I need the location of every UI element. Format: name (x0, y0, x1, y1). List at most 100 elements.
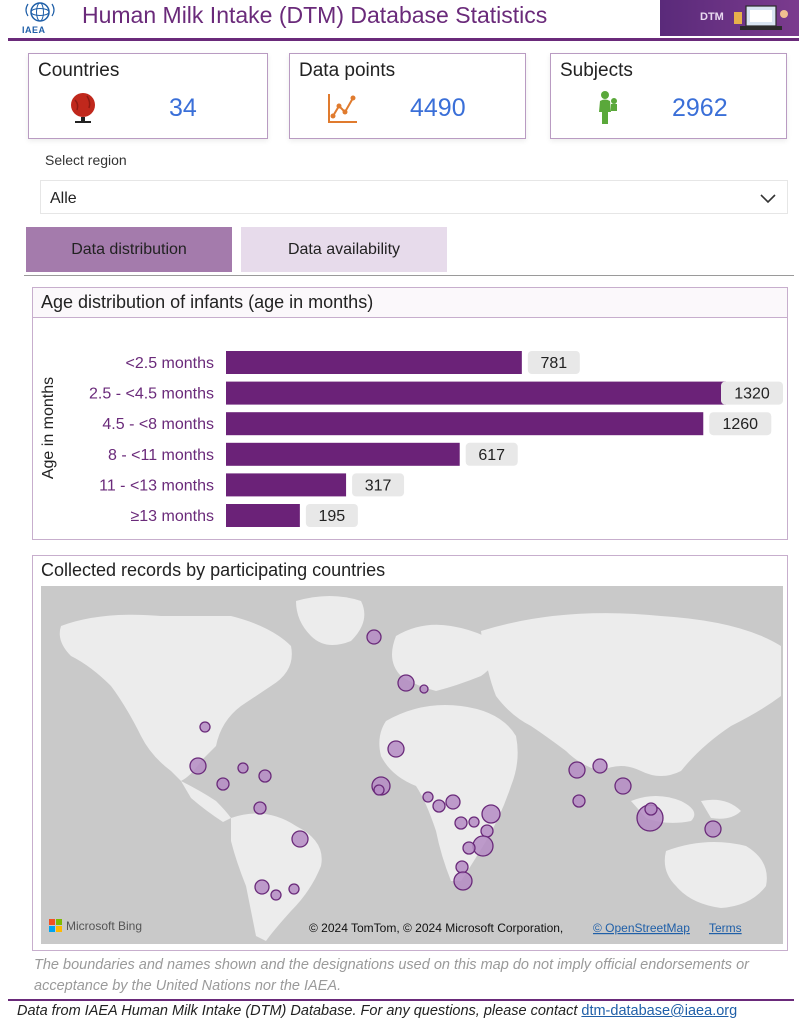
country-bubble[interactable] (366, 629, 382, 645)
map-panel: Collected records by participating count… (32, 555, 788, 951)
country-bubble[interactable] (704, 820, 722, 838)
kpi-card-data-points: Data points 4490 (289, 53, 526, 139)
iaea-logo: IAEA (18, 0, 62, 38)
data-label-background (527, 351, 580, 374)
y-axis-label: Age in months (40, 377, 57, 479)
country-bubble[interactable] (258, 769, 272, 783)
country-bubbles (189, 629, 722, 901)
region-select-label: Select region (45, 152, 127, 168)
line-chart-icon (328, 94, 357, 123)
country-bubble[interactable] (199, 721, 211, 733)
country-bubble[interactable] (462, 841, 476, 855)
country-bubble[interactable] (453, 871, 473, 891)
country-bubble[interactable] (572, 794, 586, 808)
category-label: 8 - <11 months (108, 447, 214, 464)
footer-text: Data from IAEA Human Milk Intake (DTM) D… (17, 1003, 582, 1019)
country-bubble[interactable] (422, 791, 434, 803)
country-bubble[interactable] (480, 824, 494, 838)
data-label: 781 (540, 355, 567, 372)
country-bubble[interactable] (454, 816, 468, 830)
kpi-label: Data points (299, 60, 396, 81)
country-bubble[interactable] (216, 777, 230, 791)
data-label-background (305, 504, 358, 527)
age-distribution-panel: Age distribution of infants (age in mont… (32, 287, 788, 540)
land-masses (59, 596, 781, 941)
kpi-value: 4490 (410, 94, 466, 122)
data-label-background (352, 473, 405, 497)
kpi-card-countries: Countries 34 (28, 53, 268, 139)
category-label: 11 - <13 months (99, 477, 214, 494)
country-bubble[interactable] (288, 883, 300, 895)
bar[interactable] (226, 504, 300, 527)
microsoft-bing-logo: Microsoft Bing (49, 919, 142, 933)
bar[interactable] (226, 412, 704, 436)
panel-title: Collected records by participating count… (41, 560, 386, 580)
kpi-label: Subjects (560, 60, 633, 81)
country-bubble[interactable] (644, 802, 658, 816)
header: IAEA Human Milk Intake (DTM) Database St… (0, 0, 799, 41)
kpi-label: Countries (38, 60, 120, 81)
bar[interactable] (226, 351, 522, 374)
kpi-value: 34 (169, 94, 197, 122)
logo-text: IAEA (22, 25, 46, 35)
data-label: 317 (365, 477, 392, 494)
panel-header: Age distribution of infants (age in mont… (33, 288, 787, 318)
data-label: 1260 (722, 416, 758, 433)
country-bubble[interactable] (614, 777, 632, 795)
panel-header: Collected records by participating count… (33, 556, 787, 586)
iaea-emblem-icon (25, 2, 55, 22)
dtm-banner: DTM (660, 0, 799, 36)
age-distribution-chart: Age in months <2.5 months 781 2.5 - <4.5 m… (40, 351, 783, 527)
tab-data-availability[interactable]: Data availability (241, 227, 447, 272)
country-bubble[interactable] (472, 835, 494, 857)
country-bubble[interactable] (468, 816, 480, 828)
category-label: 2.5 - <4.5 months (89, 386, 214, 403)
country-bubble[interactable] (189, 757, 207, 775)
laptop-illustration-icon (734, 5, 788, 30)
country-bubble[interactable] (387, 740, 405, 758)
globe-icon (71, 93, 95, 123)
country-bubble[interactable] (455, 860, 469, 874)
country-bubble[interactable] (432, 799, 446, 813)
category-label: ≥13 months (131, 508, 215, 525)
country-bubble[interactable] (397, 674, 415, 692)
region-select[interactable]: Alle (40, 180, 788, 214)
bar[interactable] (226, 381, 726, 405)
data-label: 617 (478, 447, 505, 464)
country-bubble[interactable] (253, 801, 267, 815)
country-bubble[interactable] (481, 804, 501, 824)
bar[interactable] (226, 442, 460, 466)
world-map[interactable]: Microsoft Bing © 2024 TomTom, © 2024 Mic… (41, 586, 783, 944)
header-divider (8, 38, 799, 41)
country-bubble[interactable] (237, 762, 249, 774)
country-bubble[interactable] (568, 761, 586, 779)
footer: Data from IAEA Human Milk Intake (DTM) D… (17, 1003, 737, 1019)
data-label-background (709, 412, 772, 436)
country-bubble[interactable] (254, 879, 270, 895)
country-bubble[interactable] (592, 758, 608, 774)
country-bubble[interactable] (445, 794, 461, 810)
footer-divider (8, 999, 794, 1001)
data-label: 195 (319, 508, 346, 525)
bing-label: Microsoft Bing (66, 919, 142, 933)
category-label: <2.5 months (126, 355, 215, 372)
openstreetmap-link[interactable]: © OpenStreetMap (593, 921, 690, 935)
country-bubble[interactable] (419, 684, 429, 694)
tab-data-distribution[interactable]: Data distribution (26, 227, 232, 272)
data-label-background (721, 381, 783, 405)
country-bubble[interactable] (373, 784, 385, 796)
panel-title: Age distribution of infants (age in mont… (41, 292, 374, 312)
country-bubble[interactable] (291, 830, 309, 848)
tabs-divider (24, 275, 794, 276)
map-attribution: © 2024 TomTom, © 2024 Microsoft Corporat… (309, 921, 563, 935)
country-bubble[interactable] (270, 889, 282, 901)
data-label: 1320 (734, 386, 770, 403)
contact-email-link[interactable]: dtm-database@iaea.org (581, 1003, 738, 1019)
mother-child-icon (599, 91, 617, 124)
data-label-background (465, 442, 518, 466)
banner-text: DTM (700, 11, 724, 23)
region-select-value: Alle (50, 190, 77, 207)
chevron-down-icon (760, 194, 776, 204)
terms-link[interactable]: Terms (709, 921, 742, 935)
bar[interactable] (226, 473, 347, 497)
